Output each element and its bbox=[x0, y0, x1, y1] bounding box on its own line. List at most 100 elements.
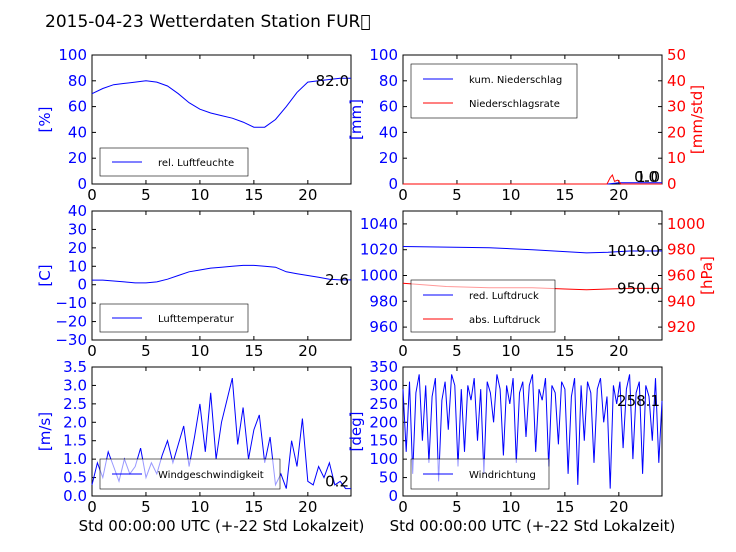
value-annotation-right: 950.0 bbox=[617, 279, 660, 297]
legend-box bbox=[410, 279, 556, 333]
series-line-1 bbox=[92, 264, 351, 284]
series-line-1 bbox=[91, 77, 351, 128]
series-line-1 bbox=[402, 374, 663, 489]
y-tick-label: 100 bbox=[58, 46, 87, 64]
panel-2: 0 5 10 15 20 0 20 40 60 80 100 0 10 20 30 40 50 [mm] [mm/s… bbox=[347, 46, 706, 204]
x-tick-label: 10 bbox=[501, 498, 520, 516]
value-annotation: 0.2 bbox=[325, 473, 349, 491]
y-right-tick-label: 920 bbox=[667, 318, 696, 336]
legend-label: rel. Luftfeuchte bbox=[158, 158, 234, 169]
y-right-tick-label: 30 bbox=[667, 98, 686, 116]
series-line-2 bbox=[403, 173, 662, 185]
y-tick-label: 980 bbox=[369, 292, 398, 310]
legend-box bbox=[410, 63, 578, 119]
x-tick-label: 20 bbox=[609, 342, 628, 360]
y-right-axis-label: [hPa] bbox=[698, 256, 716, 295]
y-tick-label: 1.0 bbox=[63, 450, 87, 468]
y-right-tick-label: 980 bbox=[667, 241, 696, 259]
panel-1: 0 5 10 15 20 0 20 40 60 80 100 [%] rel. Luftfeuchte 8… bbox=[36, 46, 352, 204]
y-tick-label: 20 bbox=[68, 149, 87, 167]
y-tick-label: 0 bbox=[77, 175, 87, 193]
x-tick-label: 0 bbox=[398, 342, 408, 360]
y-axis-label: [mm] bbox=[347, 99, 365, 140]
legend-label: Niederschlagsrate bbox=[469, 99, 560, 110]
y-tick-label: 0 bbox=[77, 276, 87, 294]
x-tick-label: 0 bbox=[87, 342, 97, 360]
legend-label: Windgeschwindigkeit bbox=[158, 470, 264, 481]
y-tick-label: 60 bbox=[379, 98, 398, 116]
x-tick-label: 5 bbox=[452, 186, 462, 204]
value-annotation-right: 0.0 bbox=[634, 168, 658, 186]
legend-label: Windrichtung bbox=[469, 470, 536, 481]
y-right-tick-label: 940 bbox=[667, 292, 696, 310]
figure-title: 2015-04-23 Wetterdaten Station FUR  bbox=[45, 12, 371, 32]
y-tick-label: 2.5 bbox=[63, 395, 87, 413]
y-tick-label: 1000 bbox=[360, 267, 398, 285]
value-annotation: 258.1 bbox=[617, 392, 660, 410]
y-tick-label: 960 bbox=[369, 318, 398, 336]
panel-4: 0 5 10 15 20 960 980 1000 1020 1040 920 940 960 980 10… bbox=[360, 210, 716, 360]
y-tick-label: 50 bbox=[379, 469, 398, 487]
y-right-tick-label: 1000 bbox=[667, 215, 705, 233]
x-tick-label: 20 bbox=[298, 342, 317, 360]
series-line-1 bbox=[402, 246, 662, 254]
y-axis-label: [deg] bbox=[347, 412, 365, 452]
x-tick-label: 10 bbox=[190, 498, 209, 516]
x-tick-label: 5 bbox=[141, 498, 151, 516]
value-annotation-left: 1019.0 bbox=[608, 242, 661, 260]
y-tick-label: 100 bbox=[369, 46, 398, 64]
y-tick-label: 80 bbox=[379, 72, 398, 90]
y-tick-label: 30 bbox=[68, 220, 87, 238]
panel-6: 0 5 10 15 20050100150200250300350[deg]Windri… bbox=[347, 358, 675, 535]
axes-frame bbox=[91, 210, 352, 341]
y-tick-label: 40 bbox=[68, 202, 87, 220]
y-right-tick-label: 50 bbox=[667, 46, 686, 64]
legend-label: kum. Niederschlag bbox=[469, 75, 562, 86]
panel-3: 0 5 10 15 20−30−20−10010203040[C]Lufttempera… bbox=[36, 202, 352, 360]
x-tick-label: 10 bbox=[501, 342, 520, 360]
y-tick-label: 40 bbox=[379, 123, 398, 141]
y-right-tick-label: 0 bbox=[667, 175, 677, 193]
x-tick-label: 20 bbox=[298, 498, 317, 516]
x-tick-label: 0 bbox=[398, 498, 408, 516]
y-tick-label: −20 bbox=[55, 313, 87, 331]
y-tick-label: 2.0 bbox=[63, 413, 87, 431]
y-tick-label: 3.0 bbox=[63, 376, 87, 394]
y-tick-label: 40 bbox=[68, 123, 87, 141]
x-tick-label: 5 bbox=[141, 342, 151, 360]
y-tick-label: 3.5 bbox=[63, 358, 87, 376]
x-axis-label: Std 00:00:00 UTC (+-22 Std Lokalzeit) bbox=[79, 517, 365, 535]
y-tick-label: 10 bbox=[68, 257, 87, 275]
y-tick-label: −30 bbox=[55, 331, 87, 349]
value-annotation: 2.6 bbox=[325, 271, 349, 289]
axes-frame bbox=[91, 366, 352, 497]
y-tick-label: 80 bbox=[68, 72, 87, 90]
x-tick-label: 20 bbox=[609, 186, 628, 204]
y-right-tick-label: 40 bbox=[667, 72, 686, 90]
value-annotation: 82.0 bbox=[316, 72, 349, 90]
value-annotation-left: 1.0 bbox=[636, 168, 660, 186]
y-right-tick-label: 960 bbox=[667, 267, 696, 285]
x-tick-label: 0 bbox=[87, 186, 97, 204]
y-tick-label: 60 bbox=[68, 98, 87, 116]
legend-label: Lufttemperatur bbox=[158, 314, 235, 325]
y-tick-label: −10 bbox=[55, 294, 87, 312]
x-tick-label: 15 bbox=[555, 498, 574, 516]
x-tick-label: 10 bbox=[190, 342, 209, 360]
y-tick-label: 20 bbox=[68, 239, 87, 257]
y-tick-label: 100 bbox=[369, 450, 398, 468]
x-tick-label: 20 bbox=[298, 186, 317, 204]
x-tick-label: 0 bbox=[87, 498, 97, 516]
y-tick-label: 250 bbox=[369, 395, 398, 413]
y-axis-label: [%] bbox=[36, 107, 54, 133]
y-tick-label: 0.0 bbox=[63, 487, 87, 505]
panel-5: 0 5 10 15 20 0.00.51.01.52.02.53.03.5 [m/s] Win… bbox=[36, 358, 364, 535]
x-tick-label: 5 bbox=[141, 186, 151, 204]
y-tick-label: 300 bbox=[369, 376, 398, 394]
x-tick-label: 10 bbox=[190, 186, 209, 204]
axes-frame bbox=[402, 366, 663, 497]
x-tick-label: 15 bbox=[555, 186, 574, 204]
axes-frame bbox=[91, 54, 352, 185]
y-tick-label: 1.5 bbox=[63, 432, 87, 450]
